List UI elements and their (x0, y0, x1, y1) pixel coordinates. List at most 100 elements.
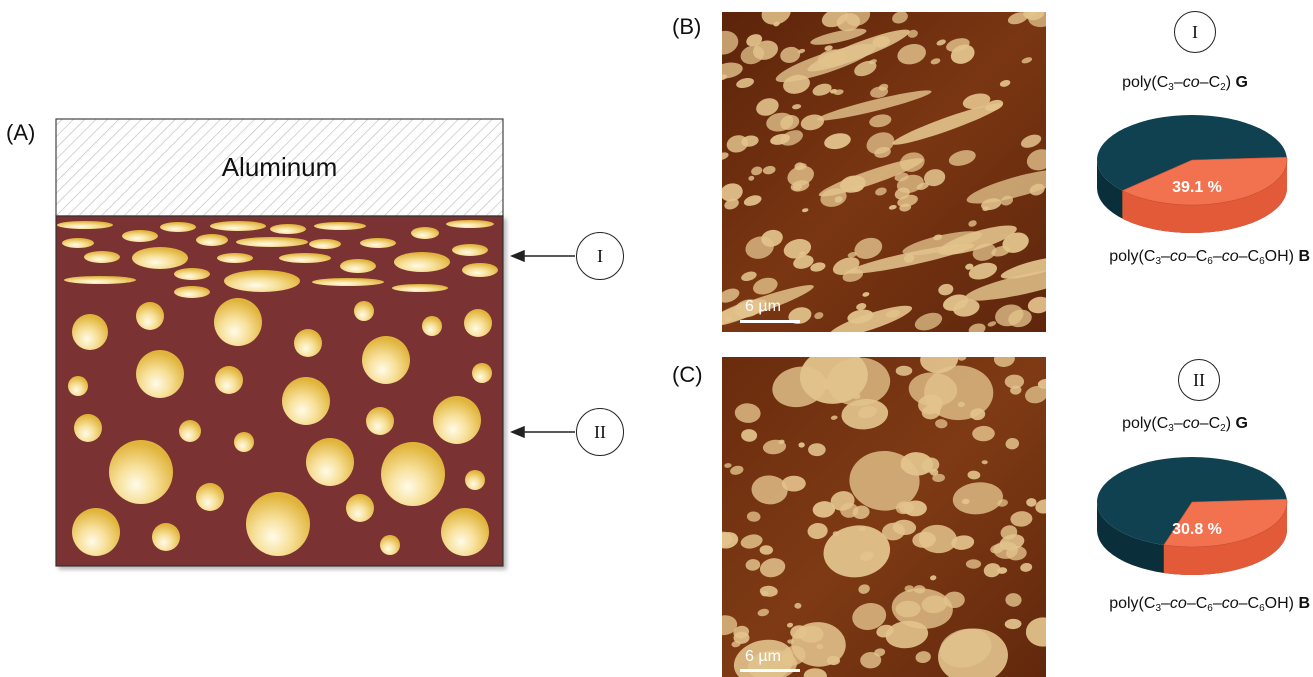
spherical-droplet (74, 414, 102, 442)
flat-droplet (462, 263, 498, 277)
afm-domain (1020, 134, 1042, 148)
afm-domain (807, 522, 828, 540)
afm-domain (762, 165, 776, 175)
afm-domain (748, 175, 755, 181)
afm-domain (872, 36, 890, 48)
afm-domain (751, 166, 763, 176)
afm-domain (897, 194, 918, 207)
pie-c-top-co: co (1182, 415, 1200, 432)
afm-domain (839, 175, 866, 193)
afm-domain (741, 271, 757, 282)
flat-droplet (224, 270, 300, 292)
afm-domain (1029, 183, 1045, 196)
afm-domain (983, 563, 1001, 578)
flat-droplet (62, 238, 94, 248)
afm-domain (741, 135, 759, 147)
afm-domain (936, 39, 946, 46)
flat-droplet (312, 278, 384, 286)
panel-b-label: (B) (672, 14, 702, 39)
afm-domain (1026, 498, 1037, 507)
pie-label-c: 30.8 % (1172, 521, 1222, 538)
afm-domain (753, 40, 778, 60)
spherical-droplet (234, 432, 254, 452)
afm-domain (781, 475, 806, 492)
afm-domain (799, 357, 868, 404)
afm-domain (952, 482, 1004, 515)
spherical-droplet (354, 301, 374, 321)
panel-c-label: (C) (672, 362, 703, 387)
afm-domain (814, 312, 824, 320)
afm-domain (930, 575, 937, 581)
afm-domain (759, 558, 786, 578)
afm-domain (938, 283, 954, 296)
afm-domain (801, 208, 809, 213)
flat-droplet (411, 227, 439, 239)
afm-domain (740, 534, 763, 549)
afm-domain (1005, 437, 1020, 450)
afm-domain (830, 415, 838, 420)
afm-domain (841, 399, 889, 430)
pie-b-top-prefix: poly(C (1122, 74, 1169, 91)
afm-domain (966, 169, 1046, 204)
pie-c-bot-sub1: 3 (1155, 603, 1161, 614)
arrow-I (510, 249, 575, 263)
afm-domain (968, 262, 998, 280)
afm-domain (981, 460, 988, 465)
afm-domain (823, 525, 891, 578)
afm-domain (1020, 562, 1033, 572)
afm-domain (1025, 385, 1046, 404)
panel-a-schematic (55, 118, 575, 567)
afm-domain (970, 408, 986, 421)
afm-domain (747, 650, 798, 677)
afm-domain (724, 198, 739, 210)
pie-c-top-close: ) (1225, 415, 1232, 432)
flat-droplet (84, 251, 120, 263)
afm-domain (797, 48, 806, 54)
afm-domain (812, 501, 836, 518)
afm-domain (794, 162, 805, 171)
region-I-text: I (597, 245, 603, 266)
afm-domain (907, 29, 918, 38)
afm-domain (997, 567, 1008, 574)
afm-domain (798, 442, 805, 448)
afm-domain (897, 43, 926, 65)
afm-domain (745, 236, 774, 259)
spherical-droplet (294, 329, 322, 357)
afm-c-domains (722, 357, 1046, 677)
afm-domain (967, 470, 981, 480)
flat-droplet (174, 268, 210, 280)
pie-c-top-legend: poly(C3–co–C2) G (1122, 415, 1248, 434)
afm-domain (722, 152, 729, 161)
afm-domain (724, 463, 732, 468)
region-I-marker: I (576, 232, 624, 280)
afm-domain (1006, 545, 1027, 561)
spherical-droplet (441, 508, 489, 556)
afm-domain (1004, 618, 1022, 630)
pie-label-b: 39.1 % (1172, 179, 1222, 196)
afm-domain (854, 60, 877, 77)
pie-b-region-text: I (1192, 21, 1198, 42)
region-II-marker: II (576, 408, 624, 456)
afm-domain (869, 114, 892, 128)
afm-domain (957, 357, 967, 361)
spherical-droplet (362, 336, 410, 384)
pie-b-top-bold: G (1235, 74, 1248, 91)
afm-domain (722, 62, 743, 79)
afm-domain (914, 312, 943, 331)
afm-domain (812, 83, 832, 96)
pie-c-region-marker: II (1178, 359, 1220, 401)
afm-domain (746, 34, 763, 47)
afm-domain (1025, 617, 1046, 647)
pie-chart-b: 39.1 % (1097, 115, 1288, 233)
afm-domain (860, 651, 882, 669)
afm-domain (913, 585, 926, 594)
afm-domain (892, 12, 908, 24)
afm-domain (921, 405, 941, 420)
afm-domain (722, 615, 738, 636)
pie-b-bot-co2: co (1221, 248, 1239, 265)
afm-domain (902, 231, 982, 256)
afm-domain (852, 603, 887, 630)
afm-domain (845, 12, 871, 26)
afm-domain (886, 309, 901, 318)
afm-domain (816, 643, 823, 650)
